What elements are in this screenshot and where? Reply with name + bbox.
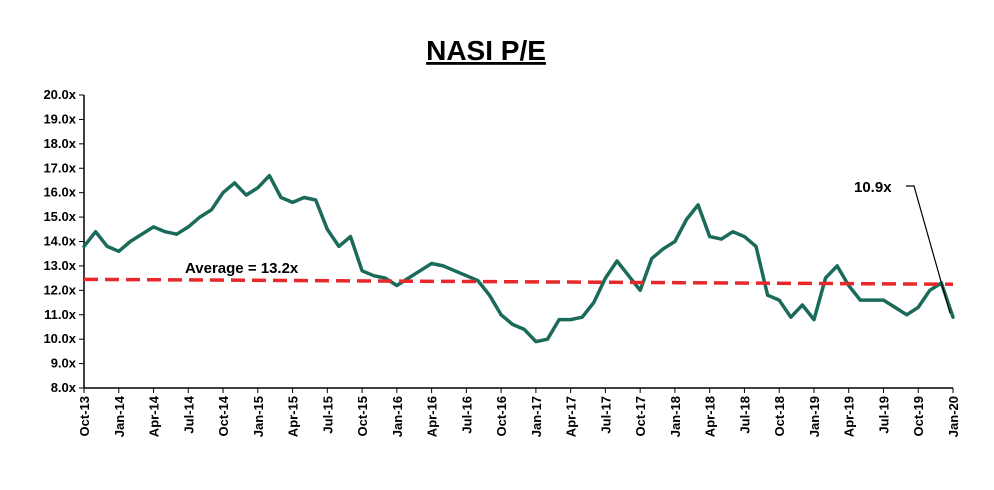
y-tick-label: 10.0x (43, 331, 76, 346)
chart-title: NASI P/E (426, 35, 546, 66)
last-value-leader (906, 185, 951, 314)
x-tick-label: Apr-19 (842, 396, 857, 437)
x-tick-label: Oct-15 (355, 396, 370, 436)
x-tick-label: Apr-17 (564, 396, 579, 437)
x-tick-label: Jan-20 (946, 396, 961, 437)
y-tick-label: 12.0x (43, 282, 76, 297)
y-tick-labels: 8.0x 9.0x 10.0x 11.0x 12.0x 13.0x 14.0x 15.0x 16… (43, 87, 84, 395)
y-tick-label: 17.0x (43, 160, 76, 175)
y-tick-label: 13.0x (43, 258, 76, 273)
average-line (83, 277, 954, 286)
x-tick-label: Apr-18 (703, 396, 718, 437)
x-tick-label: Oct-17 (633, 396, 648, 436)
y-tick-label: 20.0x (43, 87, 76, 102)
y-tick-label: 8.0x (51, 380, 77, 395)
x-tick-label: Oct-14 (216, 395, 231, 436)
y-tick-label: 15.0x (43, 209, 76, 224)
x-tick-label: Jul-14 (181, 395, 196, 433)
x-tick-label: Jul-18 (737, 396, 752, 434)
x-tick-label: Jul-16 (459, 396, 474, 434)
x-tick-label: Jul-17 (598, 396, 613, 434)
x-tick-label: Oct-16 (494, 396, 509, 436)
y-tick-label: 19.0x (43, 111, 76, 126)
x-tick-label: Apr-15 (286, 396, 301, 437)
y-tick-label: 14.0x (43, 234, 76, 249)
x-tick-label: Oct-13 (77, 396, 92, 436)
x-tick-label: Jan-19 (807, 396, 822, 437)
leader-line (906, 185, 951, 314)
y-tick-label: 18.0x (43, 136, 76, 151)
x-tick-label: Jan-18 (668, 396, 683, 437)
x-tick-labels: Oct-13 Jan-14 Apr-14 Jul-14 Oct-14 Jan-15 Apr-… (77, 388, 961, 437)
x-tick-label: Jan-15 (251, 396, 266, 437)
x-tick-label: Jan-17 (529, 396, 544, 437)
y-tick-label: 16.0x (43, 185, 76, 200)
x-tick-label: Jul-15 (320, 396, 335, 434)
x-tick-label: Jan-14 (112, 395, 127, 437)
x-tick-label: Oct-18 (772, 396, 787, 436)
pe-series-line (82, 173, 955, 344)
last-value-label: 10.9x (854, 179, 892, 196)
x-tick-label: Jan-16 (390, 396, 405, 437)
x-tick-label: Apr-14 (147, 395, 162, 437)
average-label: Average = 13.2x (185, 260, 299, 277)
x-tick-label: Oct-19 (911, 396, 926, 436)
y-tick-label: 9.0x (51, 356, 77, 371)
y-tick-label: 11.0x (44, 307, 77, 322)
x-tick-label: Jul-19 (876, 396, 891, 434)
x-tick-label: Apr-16 (425, 396, 440, 437)
axes (83, 95, 953, 389)
series-layer (82, 173, 955, 344)
